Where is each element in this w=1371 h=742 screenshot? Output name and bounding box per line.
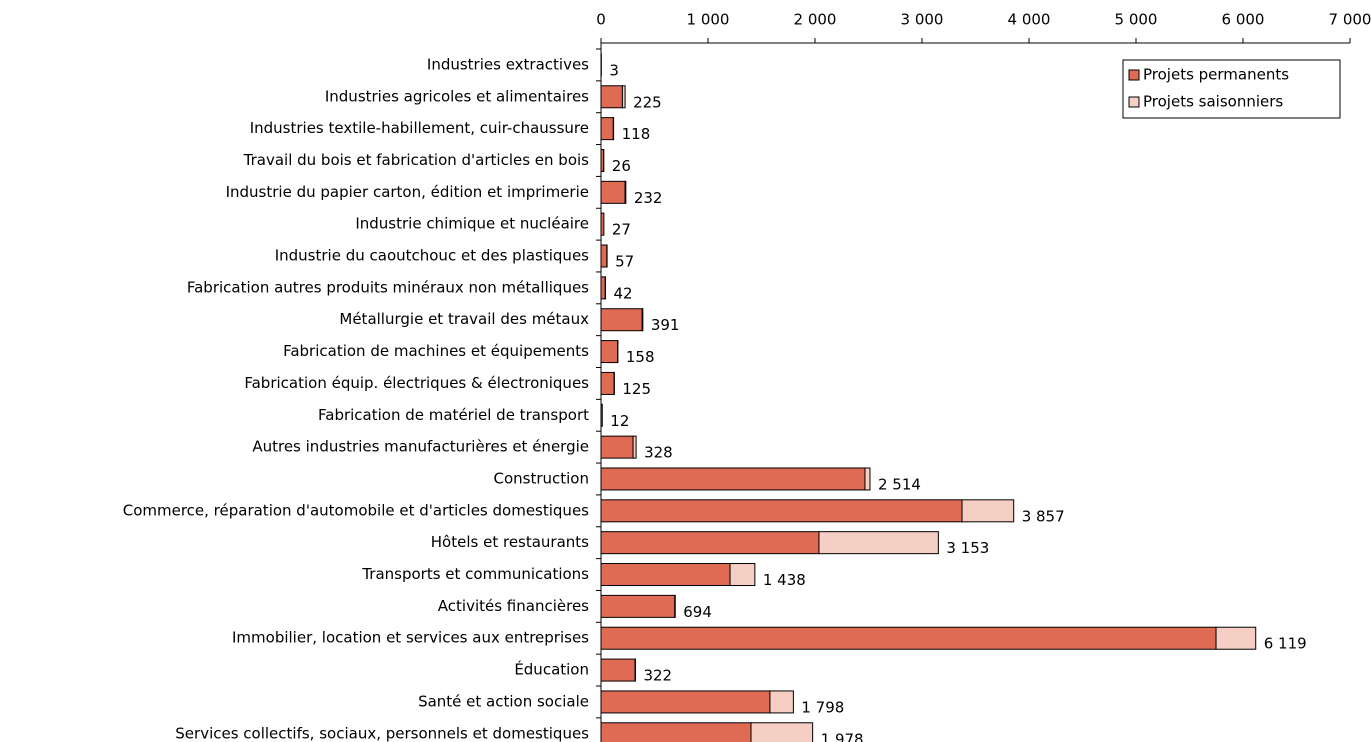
y-tick-label: Éducation — [514, 660, 589, 679]
y-tick-label: Travail du bois et fabrication d'article… — [243, 151, 590, 169]
total-label: 26 — [612, 157, 631, 175]
y-tick-label: Industries agricoles et alimentaires — [325, 87, 589, 105]
y-tick-label: Industrie du papier carton, édition et i… — [226, 183, 589, 201]
total-label: 225 — [633, 93, 662, 111]
bar-segment — [600, 499, 963, 523]
y-tick-label: Construction — [493, 469, 589, 487]
y-tick-label: Immobilier, location et services aux ent… — [232, 629, 589, 647]
legend-swatch — [1128, 96, 1140, 108]
bar-segment — [600, 180, 626, 204]
total-label: 1 798 — [801, 698, 844, 716]
total-label: 391 — [651, 316, 680, 334]
x-tick-label: 0 — [596, 11, 606, 29]
bar-segment — [600, 371, 615, 395]
bar-segment — [600, 340, 619, 364]
total-label: 158 — [626, 348, 655, 366]
total-label: 6 119 — [1264, 635, 1307, 653]
bar-segment — [600, 85, 623, 109]
bar-segment — [600, 403, 603, 427]
total-label: 3 153 — [946, 539, 989, 557]
legend-label: Projets permanents — [1143, 66, 1289, 84]
y-tick-label: Fabrication autres produits minéraux non… — [187, 278, 589, 296]
y-tick-label: Industries extractives — [427, 55, 589, 73]
total-label: 3 — [609, 61, 619, 79]
legend-swatch — [1128, 69, 1140, 81]
y-tick-label: Services collectifs, sociaux, personnels… — [175, 724, 589, 742]
total-label: 118 — [622, 125, 651, 143]
x-tick-label: 3 000 — [901, 11, 944, 29]
y-tick-label: Transports et communications — [361, 565, 589, 583]
x-tick-label: 4 000 — [1008, 11, 1051, 29]
bar-segment — [600, 308, 643, 332]
bar-segment — [624, 180, 627, 204]
total-label: 1 978 — [821, 730, 864, 742]
total-label: 2 514 — [878, 475, 921, 493]
y-tick-label: Industries textile-habillement, cuir-cha… — [250, 119, 589, 137]
bar-segment — [600, 244, 608, 268]
bar-segment — [632, 435, 637, 459]
bar-segment — [961, 499, 1015, 523]
bar-segment — [600, 594, 676, 618]
bar-segment — [600, 467, 866, 491]
y-tick-label: Commerce, réparation d'automobile et d'a… — [123, 501, 589, 519]
total-label: 42 — [613, 284, 632, 302]
y-tick-label: Santé et action sociale — [418, 692, 589, 710]
bar-segment — [729, 563, 756, 587]
total-label: 125 — [622, 380, 651, 398]
bar-segment — [621, 85, 626, 109]
total-label: 232 — [634, 189, 663, 207]
y-tick-label: Activités financières — [438, 597, 589, 615]
bar-segment — [600, 690, 771, 714]
legend-box — [1122, 59, 1341, 119]
bar-segment — [600, 626, 1217, 650]
x-tick-label: 1 000 — [687, 11, 730, 29]
y-tick-label: Industrie du caoutchouc et des plastique… — [275, 247, 589, 265]
legend-label: Projets saisonniers — [1143, 93, 1283, 111]
bar-segment — [600, 117, 614, 141]
total-label: 328 — [644, 444, 673, 462]
y-tick-label: Industrie chimique et nucléaire — [355, 215, 589, 233]
bar-segment — [600, 658, 636, 682]
bar-segment — [1215, 626, 1257, 650]
total-label: 1 438 — [763, 571, 806, 589]
total-label: 57 — [615, 253, 634, 271]
total-label: 694 — [683, 603, 712, 621]
bar-segment — [600, 563, 731, 587]
total-label: 12 — [610, 412, 629, 430]
bar-segment — [818, 531, 939, 555]
bar-segment — [600, 276, 606, 300]
y-tick-label: Fabrication de machines et équipements — [283, 342, 589, 360]
y-tick-label: Hôtels et restaurants — [431, 533, 589, 551]
bar-segment — [641, 308, 644, 332]
bar-segment — [600, 531, 820, 555]
bar-segment — [600, 722, 752, 742]
bar-segment — [750, 722, 814, 742]
bar-segment — [769, 690, 794, 714]
bar-segment — [864, 467, 871, 491]
x-tick-label: 2 000 — [794, 11, 837, 29]
total-label: 3 857 — [1022, 507, 1065, 525]
x-tick-label: 5 000 — [1115, 11, 1158, 29]
total-label: 27 — [612, 221, 631, 239]
y-tick-label: Autres industries manufacturières et éne… — [252, 438, 589, 456]
y-tick-label: Métallurgie et travail des métaux — [339, 310, 589, 328]
x-tick-label: 6 000 — [1222, 11, 1265, 29]
bar-segment — [600, 435, 634, 459]
bar-segment — [600, 212, 605, 236]
total-label: 322 — [643, 667, 672, 685]
y-tick-label: Fabrication équip. électriques & électro… — [244, 374, 589, 392]
x-tick-label: 7 000 — [1329, 11, 1371, 29]
y-tick-label: Fabrication de matériel de transport — [318, 406, 589, 424]
